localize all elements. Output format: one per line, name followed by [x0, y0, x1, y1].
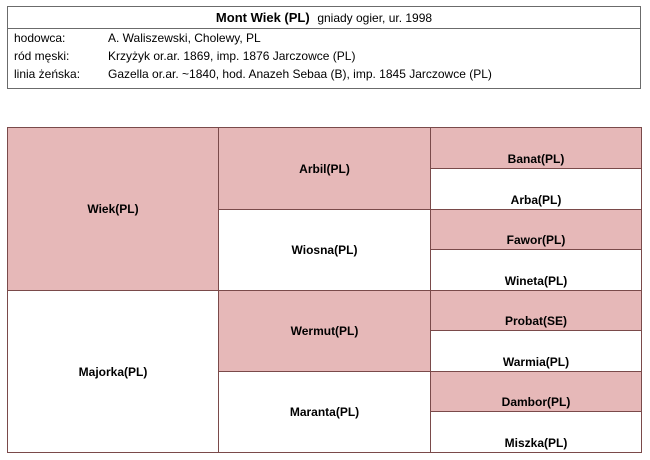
horse-title: Mont Wiek (PL) gniady ogier, ur. 1998 [8, 7, 640, 29]
pedigree-sire-sire: Arbil(PL) [218, 127, 431, 210]
pedigree-ggs-6: Warmia(PL) [430, 330, 642, 372]
pedigree-dam-sire: Wermut(PL) [218, 290, 431, 372]
pedigree-ggs-7: Dambor(PL) [430, 371, 642, 412]
horse-name: Mont Wiek (PL) [215, 10, 310, 25]
horse-description: gniady ogier, ur. 1998 [317, 11, 433, 25]
breeder-label: hodowca: [14, 31, 66, 45]
sire-line-row: ród męski: Krzyżyk or.ar. 1869, imp. 187… [8, 47, 640, 65]
pedigree-sire: Wiek(PL) [7, 127, 219, 291]
sire-line-value: Krzyżyk or.ar. 1869, imp. 1876 Jarczowce… [108, 49, 356, 63]
horse-info-box: Mont Wiek (PL) gniady ogier, ur. 1998 ho… [7, 6, 641, 89]
breeder-value: A. Waliszewski, Cholewy, PL [108, 31, 261, 45]
dam-line-label: linia żeńska: [14, 67, 81, 81]
pedigree-ggs-8: Miszka(PL) [430, 411, 642, 453]
breeder-row: hodowca: A. Waliszewski, Cholewy, PL [8, 29, 640, 47]
pedigree-ggs-5: Probat(SE) [430, 290, 642, 331]
sire-line-label: ród męski: [14, 49, 70, 63]
pedigree-dam-dam: Maranta(PL) [218, 371, 431, 453]
dam-line-row: linia żeńska: Gazella or.ar. ~1840, hod.… [8, 65, 640, 83]
pedigree-ggs-4: Wineta(PL) [430, 249, 642, 291]
pedigree-dam: Majorka(PL) [7, 290, 219, 453]
pedigree-ggs-1: Banat(PL) [430, 127, 642, 169]
pedigree-ggs-3: Fawor(PL) [430, 209, 642, 250]
dam-line-value: Gazella or.ar. ~1840, hod. Anazeh Sebaa … [108, 67, 492, 81]
pedigree-table: Wiek(PL) Majorka(PL) Arbil(PL) Wiosna(PL… [7, 127, 642, 453]
pedigree-sire-dam: Wiosna(PL) [218, 209, 431, 291]
pedigree-ggs-2: Arba(PL) [430, 168, 642, 210]
